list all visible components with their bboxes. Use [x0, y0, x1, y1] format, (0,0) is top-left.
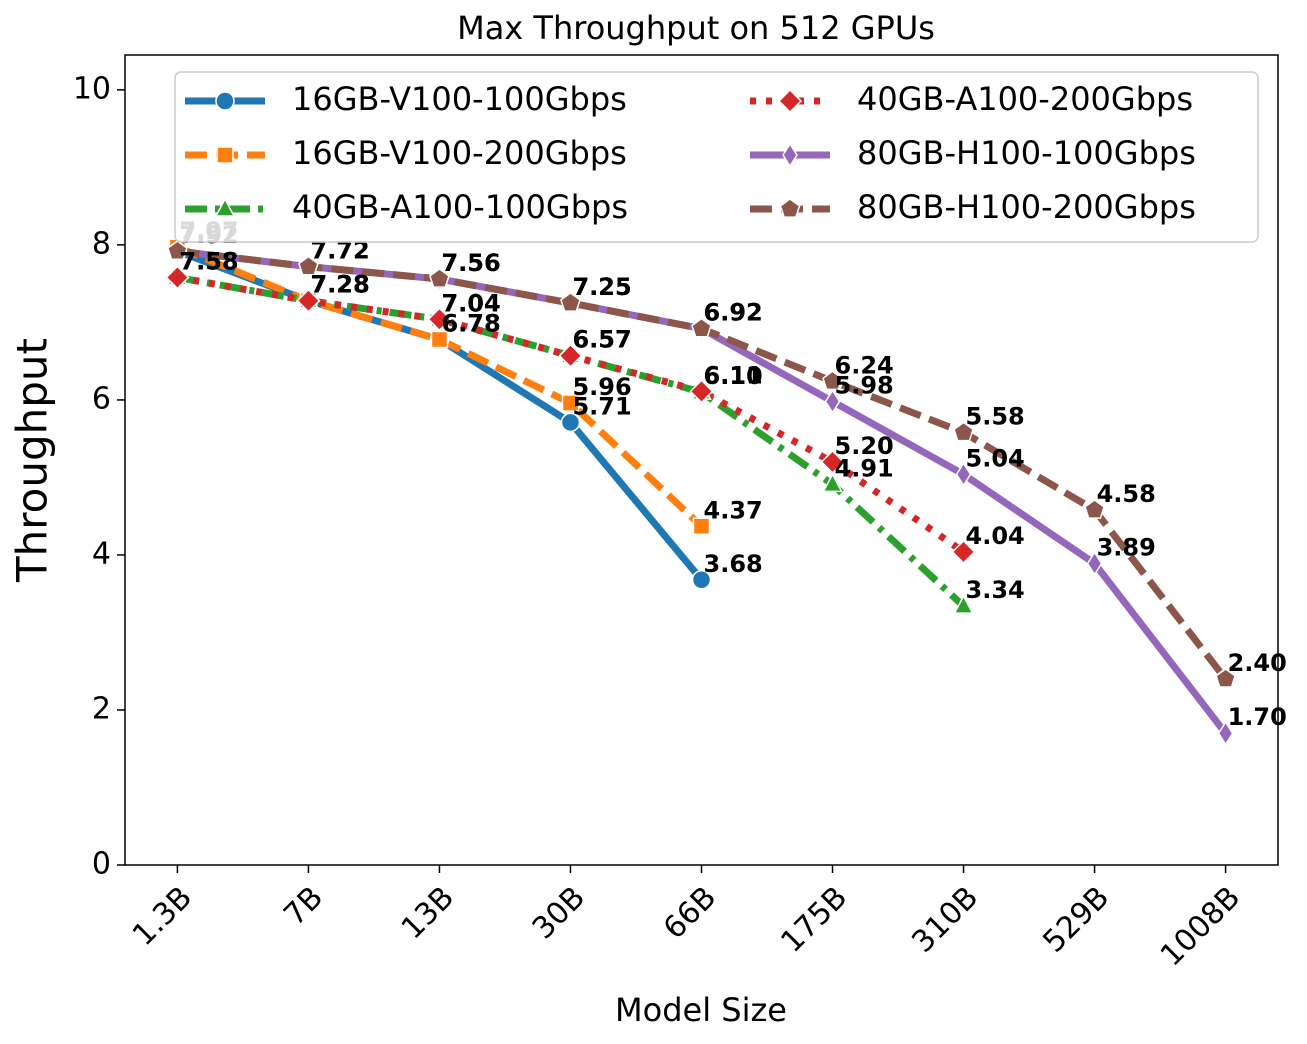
marker [216, 146, 234, 164]
data-label: 2.40 [1228, 649, 1287, 677]
x-tick-label: 1008B [1154, 880, 1247, 973]
x-tick-label: 13B [395, 880, 461, 946]
data-label: 7.04 [441, 289, 500, 317]
data-label: 7.25 [572, 273, 631, 301]
legend-frame [174, 71, 1259, 243]
marker [689, 379, 714, 404]
y-tick-label: 6 [92, 381, 111, 416]
marker [215, 91, 235, 111]
marker [777, 88, 803, 114]
legend-label: 40GB-A100-200Gbps [857, 80, 1193, 118]
marker [214, 197, 236, 217]
marker [427, 307, 452, 332]
y-tick-label: 8 [92, 226, 111, 261]
x-tick-label: 529B [1036, 880, 1116, 960]
data-label: 7.04 [441, 289, 500, 317]
marker [430, 330, 449, 349]
data-label: 7.25 [572, 273, 631, 301]
marker [955, 461, 972, 487]
marker [1217, 720, 1234, 746]
data-label: 7.58 [179, 247, 238, 275]
x-tick-label: 1.3B [126, 880, 199, 953]
data-label: 7.28 [310, 271, 369, 299]
x-tick-label: 30B [526, 880, 592, 946]
data-label: 7.56 [441, 249, 500, 277]
legend-label: 80GB-H100-100Gbps [857, 134, 1196, 172]
data-label: 5.71 [572, 392, 631, 420]
series-line [176, 247, 1229, 682]
marker [560, 412, 581, 433]
data-label: 5.58 [966, 402, 1025, 430]
marker [779, 198, 801, 218]
marker [692, 517, 711, 536]
marker [953, 421, 974, 442]
data-label: 6.10 [704, 362, 763, 390]
x-tick-label: 7B [277, 880, 330, 933]
data-label: 6.57 [572, 326, 631, 354]
y-tick-label: 4 [92, 536, 111, 571]
marker [691, 570, 712, 590]
data-label: 7.28 [310, 271, 369, 299]
marker [951, 539, 976, 564]
x-axis-label: Model Size [615, 991, 787, 1029]
data-label: 7.28 [310, 271, 369, 299]
legend-label: 80GB-H100-200Gbps [857, 188, 1196, 226]
data-label: 3.68 [704, 550, 763, 578]
x-tick-label: 310B [905, 880, 985, 960]
marker [558, 343, 583, 368]
x-tick-label: 175B [774, 880, 854, 960]
data-label: 4.37 [704, 496, 763, 524]
marker [560, 292, 581, 312]
data-label: 6.11 [704, 361, 763, 389]
data-label: 6.78 [441, 309, 500, 337]
marker [822, 472, 843, 493]
data-label: 6.92 [704, 299, 763, 327]
marker [1215, 668, 1236, 688]
marker [822, 370, 843, 391]
marker [1086, 551, 1103, 576]
data-label: 6.92 [704, 299, 763, 327]
data-label: 7.58 [179, 247, 238, 275]
data-label: 6.24 [835, 351, 894, 379]
data-label: 5.04 [966, 444, 1025, 472]
marker [165, 265, 190, 290]
marker [296, 288, 321, 313]
y-axis-label: Throughput [8, 338, 57, 583]
marker [1084, 499, 1105, 519]
marker [167, 240, 188, 260]
data-label: 5.98 [835, 371, 894, 399]
y-tick-label: 0 [92, 847, 111, 882]
series-line [176, 243, 704, 529]
legend-label: 40GB-A100-100Gbps [292, 188, 628, 226]
legend: 16GB-V100-100Gbps 16GB-V100-200Gbps 40GB-A… [174, 71, 1259, 243]
chart-title: Max Throughput on 512 GPUs [457, 9, 935, 47]
x-tick-label: 66B [657, 880, 723, 946]
marker [561, 394, 580, 412]
marker [782, 142, 798, 168]
data-label: 3.89 [1097, 533, 1156, 561]
data-label: 6.57 [572, 326, 631, 354]
marker [691, 317, 712, 338]
data-label: 7.28 [310, 271, 369, 299]
marker [820, 449, 845, 474]
data-label: 4.04 [966, 522, 1025, 550]
marker [298, 255, 319, 276]
y-tick-label: 10 [73, 71, 111, 106]
data-label: 4.58 [1097, 480, 1156, 508]
data-label: 4.91 [835, 454, 894, 482]
data-label: 7.56 [441, 249, 500, 277]
data-label: 3.34 [966, 576, 1025, 604]
legend-label: 16GB-V100-200Gbps [292, 134, 627, 172]
data-label: 6.78 [441, 309, 500, 337]
data-label: 5.20 [835, 432, 894, 460]
legend-label: 16GB-V100-100Gbps [292, 80, 627, 118]
data-label: 5.96 [572, 373, 631, 401]
marker [429, 268, 450, 288]
y-tick-label: 2 [92, 691, 111, 726]
data-label: 1.70 [1228, 703, 1287, 731]
marker [953, 594, 974, 614]
marker [824, 389, 841, 414]
